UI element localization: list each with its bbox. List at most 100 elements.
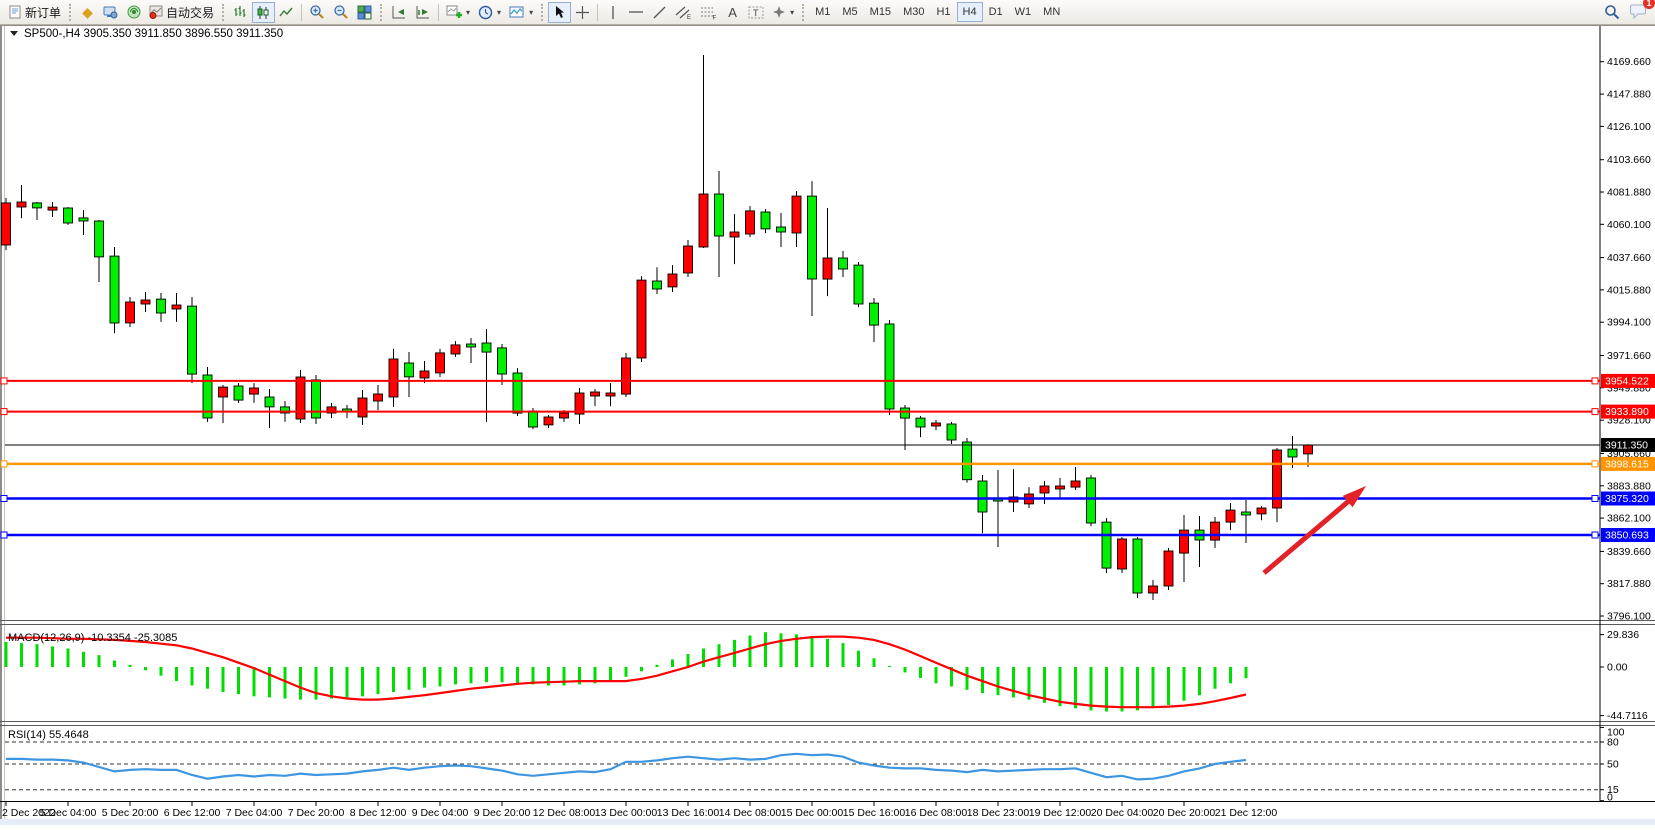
candle-body [636,279,647,359]
periods-button[interactable]: ▾ [474,2,505,23]
zoom-in-button[interactable] [305,2,329,23]
timeframe-h1[interactable]: H1 [930,2,956,22]
macd-signal-line [6,635,1247,709]
svg-text:3898.615: 3898.615 [1605,458,1649,470]
toolbar-separator [301,3,303,21]
horizontal-line-button[interactable] [624,2,648,23]
charts-diamond-icon: ◆ [82,4,93,20]
auto-scroll-icon [392,5,406,18]
auto-scroll-button[interactable] [387,2,411,23]
candle-body [1179,529,1189,554]
candle-body [1086,477,1096,524]
line-chart-button[interactable] [275,2,298,23]
fibonacci-retracement-button[interactable]: F [696,2,721,23]
svg-text:19 Dec 12:00: 19 Dec 12:00 [1029,807,1092,819]
search-button[interactable] [1600,2,1624,23]
panel-separators[interactable] [0,620,1655,802]
timeframe-m5[interactable]: M5 [836,2,863,22]
svg-text:15: 15 [1607,784,1619,796]
new-order-button[interactable]: 新订单 [4,2,65,23]
auto-trading-button[interactable]: 自动交易 [145,2,218,23]
candle-body [295,376,306,420]
svg-text:7 Dec 20:00: 7 Dec 20:00 [288,807,345,819]
templates-button[interactable]: ▾ [505,2,537,23]
candle-body [512,372,523,414]
window-left-border-inner [4,26,5,825]
timeframe-m30[interactable]: M30 [897,2,930,22]
candle-body [621,357,631,395]
candle-body [1,202,11,246]
candle-body [218,386,228,398]
rsi-label: RSI(14) 55.4648 [8,729,89,741]
timeframe-h4[interactable]: H4 [956,2,983,22]
toolbar-separator [597,3,599,21]
svg-text:4126.100: 4126.100 [1607,121,1651,133]
candle-body [683,245,693,274]
price-badge [1601,373,1655,388]
candle-body [822,257,833,280]
timeframe-mn[interactable]: MN [1037,2,1066,22]
signals-button[interactable] [122,2,145,23]
equidistant-channel-button[interactable]: E [671,2,696,23]
indicators-add-button[interactable]: ▾ [442,2,474,23]
svg-text:50: 50 [1607,759,1619,771]
timeframe-m1[interactable]: M1 [809,2,836,22]
candle-body [357,397,368,418]
svg-text:13 Dec 00:00: 13 Dec 00:00 [595,807,658,819]
zoom-out-button[interactable] [329,2,353,23]
horizontal-lines-layer[interactable] [0,377,1600,539]
candle-body [729,231,740,238]
candle-body [946,423,957,441]
timeframe-m15[interactable]: M15 [864,2,897,22]
svg-text:3994.100: 3994.100 [1607,317,1651,329]
text-label-button[interactable]: T [744,2,768,23]
crosshair-button[interactable] [571,2,594,23]
candle-body [791,195,802,234]
svg-text:5 Dec 20:00: 5 Dec 20:00 [102,807,159,819]
candle-body [47,206,58,211]
charts-diamond-button[interactable]: ◆ [76,2,99,23]
timeframe-w1[interactable]: W1 [1009,2,1038,22]
hline-right-handle [1591,495,1599,502]
candle-body [1148,585,1158,594]
hline-right-handle [1591,408,1599,416]
bar-chart-button[interactable] [229,2,252,23]
svg-text:21 Dec 12:00: 21 Dec 12:00 [1215,807,1278,819]
annotation-arrow[interactable] [1262,486,1366,575]
tile-windows-button[interactable] [353,2,376,23]
candle-body [1132,538,1143,594]
svg-text:14 Dec 08:00: 14 Dec 08:00 [719,807,782,819]
svg-text:4147.880: 4147.880 [1607,89,1651,101]
svg-text:0.00: 0.00 [1607,662,1628,674]
text-label-icon: T [748,6,764,18]
candle-body [962,441,972,481]
svg-text:15 Dec 00:00: 15 Dec 00:00 [781,807,844,819]
vertical-line-button[interactable] [601,2,624,23]
signals-icon [127,5,141,19]
hline-right-handle [1591,460,1599,468]
chart-shift-icon [416,5,430,18]
candle-body [760,211,771,230]
text-button[interactable]: A [721,2,744,23]
candle-body [543,416,554,426]
candle-body [652,280,662,290]
arrow-shapes-button[interactable]: ▾ [768,2,798,23]
chat-unread-badge[interactable]: 1 [1643,0,1655,10]
candle-body [233,385,244,401]
candlestick-chart-button[interactable] [252,1,276,23]
svg-text:3954.522: 3954.522 [1605,375,1649,387]
candlestick-chart-icon [257,5,269,19]
trend-line-button[interactable] [648,2,671,23]
chart-expander-icon[interactable] [10,31,18,36]
cursor-button[interactable] [548,1,572,23]
candle-body [450,344,461,355]
svg-text:5 Dec 04:00: 5 Dec 04:00 [40,807,97,819]
candle-body [156,298,166,314]
rsi-line [6,752,1247,781]
timeframe-d1[interactable]: D1 [983,2,1009,22]
chart-shift-button[interactable] [411,2,435,23]
terminal-button[interactable] [99,2,122,23]
